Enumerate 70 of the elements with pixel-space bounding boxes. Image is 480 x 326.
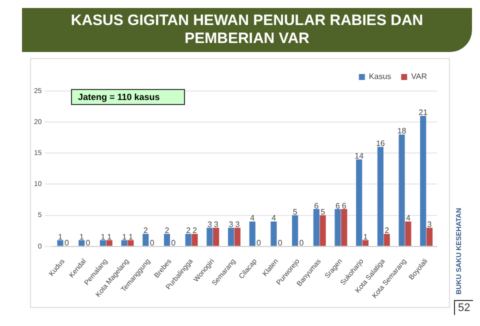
data-label: 3	[207, 220, 212, 229]
legend-label: VAR	[411, 72, 428, 82]
bar	[142, 234, 149, 246]
data-label: 3	[228, 220, 234, 229]
data-label: 1	[58, 232, 64, 242]
data-label: 0	[86, 238, 91, 248]
data-label: 18	[397, 126, 407, 136]
legend-label: Kasus	[368, 72, 392, 82]
bar	[121, 240, 128, 246]
bar	[234, 228, 240, 246]
data-label: 1	[122, 232, 128, 242]
data-label: 3	[214, 220, 219, 229]
bar	[398, 134, 405, 246]
bar	[405, 221, 412, 246]
bar	[213, 228, 220, 246]
data-label: 5	[320, 207, 326, 216]
data-label: 2	[384, 226, 390, 236]
bar	[362, 240, 369, 246]
data-label: 1	[363, 232, 368, 242]
bar	[356, 159, 362, 246]
bar	[377, 146, 384, 246]
bar	[192, 234, 198, 246]
data-label: 4	[271, 214, 276, 223]
chart-title: KASUS GIGITAN HEWAN PENULAR RABIES DAN PEMBERIAN VAR	[22, 8, 472, 52]
bar	[426, 228, 433, 246]
data-label: 5	[292, 207, 298, 216]
data-label: 0	[278, 238, 283, 248]
data-label: 1	[79, 232, 84, 242]
bar	[420, 116, 426, 246]
text: 52	[454, 300, 474, 315]
data-label: 6	[336, 201, 341, 210]
bar	[292, 215, 298, 246]
bar	[384, 234, 390, 246]
bar	[341, 209, 348, 246]
note-box: Jateng = 110 kasus	[71, 89, 185, 105]
data-label: 0	[171, 238, 176, 248]
bar	[313, 209, 320, 246]
data-label: 1	[107, 232, 112, 242]
bar	[78, 240, 85, 246]
bar	[106, 240, 112, 246]
data-label: 0	[299, 238, 304, 248]
data-label: 0	[64, 238, 70, 248]
data-label: 2	[192, 226, 198, 236]
data-label: 14	[354, 152, 364, 161]
bar	[334, 209, 341, 246]
data-label: 21	[418, 108, 428, 118]
data-label: 3	[235, 220, 240, 229]
data-label: 3	[427, 220, 432, 229]
data-label: 4	[406, 214, 411, 223]
bar	[164, 234, 170, 246]
data-label: 6	[314, 201, 320, 210]
data-label: 1	[128, 232, 134, 242]
data-label: 2	[186, 226, 192, 236]
bar	[206, 228, 213, 246]
bar	[128, 240, 134, 246]
data-label: 2	[164, 226, 170, 236]
data-label: 0	[150, 238, 155, 248]
bar	[270, 221, 277, 246]
data-label: 6	[342, 201, 347, 210]
bar	[57, 240, 64, 246]
bar	[100, 240, 106, 246]
data-label: 4	[250, 214, 256, 223]
bar	[228, 228, 234, 246]
data-label: 2	[143, 226, 148, 236]
data-label: 1	[100, 232, 106, 242]
data-label: 16	[376, 139, 386, 148]
bar	[320, 215, 326, 246]
bar	[249, 221, 256, 246]
data-label: 0	[256, 238, 262, 248]
bar	[185, 234, 192, 246]
